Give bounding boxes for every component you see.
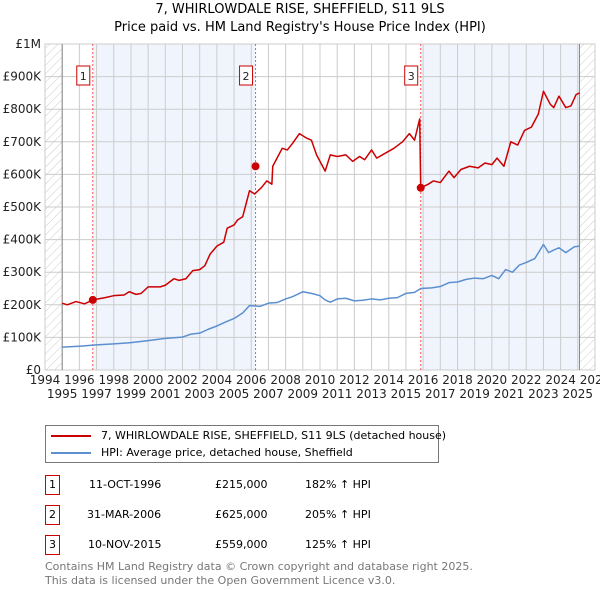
y-tick-label: £600K xyxy=(3,167,43,181)
x-tick-label: 1998 xyxy=(98,373,129,387)
x-tick-label: 2013 xyxy=(356,387,387,401)
x-tick-label: 2024 xyxy=(545,373,576,387)
hpi-change: 205% ↑ HPI xyxy=(305,508,371,521)
x-tick-label: 2011 xyxy=(322,387,353,401)
marker-badge: 2 xyxy=(45,505,60,525)
x-tick-label: 1997 xyxy=(81,387,112,401)
legend: 7, WHIRLOWDALE RISE, SHEFFIELD, S11 9LS … xyxy=(45,425,446,463)
transaction-row: 3 10-NOV-2015 £559,000 125% ↑ HPI xyxy=(45,535,445,555)
transaction-row: 1 11-OCT-1996 £215,000 182% ↑ HPI xyxy=(45,475,445,495)
x-tick-label: 2019 xyxy=(459,387,490,401)
x-tick-label: 2012 xyxy=(339,373,370,387)
x-tick-label: 2006 xyxy=(236,373,267,387)
transaction-row: 2 31-MAR-2006 £625,000 205% ↑ HPI xyxy=(45,505,445,525)
x-tick-label: 2007 xyxy=(253,387,284,401)
x-tick-label: 2000 xyxy=(133,373,164,387)
sale-date: 11-OCT-1996 xyxy=(89,478,162,491)
x-tick-label: 2002 xyxy=(167,373,198,387)
y-tick-label: £1M xyxy=(15,37,41,51)
legend-hpi: HPI: Average price, detached house, Shef… xyxy=(101,446,353,459)
x-tick-label: 2020 xyxy=(477,373,508,387)
x-tick-label: 2009 xyxy=(288,387,319,401)
x-tick-label: 2026 xyxy=(580,373,600,387)
x-tick-label: 2022 xyxy=(511,373,542,387)
x-tick-label: 2017 xyxy=(425,387,456,401)
sale-marker-box xyxy=(404,65,419,86)
sale-date: 31-MAR-2006 xyxy=(87,508,162,521)
footer-licence: This data is licensed under the Open Gov… xyxy=(45,574,396,587)
series-line xyxy=(61,90,580,306)
sale-point xyxy=(416,183,425,192)
x-tick-label: 2010 xyxy=(305,373,336,387)
price-chart: 1994199519961997199819992000200120022003… xyxy=(3,37,600,401)
y-tick-label: £100K xyxy=(3,330,43,344)
y-tick-label: £0 xyxy=(26,363,41,377)
chart-subtitle: Price paid vs. HM Land Registry's House … xyxy=(114,20,486,35)
x-tick-label: 2003 xyxy=(184,387,215,401)
hpi-change: 182% ↑ HPI xyxy=(305,478,371,491)
footer-copyright: Contains HM Land Registry data © Crown c… xyxy=(45,560,473,573)
sale-price: £559,000 xyxy=(215,538,268,551)
sale-price: £625,000 xyxy=(215,508,268,521)
x-tick-label: 1994 xyxy=(30,373,61,387)
y-tick-label: £800K xyxy=(3,102,43,116)
legend-red-line xyxy=(51,435,91,437)
sale-marker-number: 1 xyxy=(80,70,87,83)
x-tick-label: 1999 xyxy=(116,387,147,401)
x-tick-label: 2015 xyxy=(391,387,422,401)
sale-marker-box xyxy=(239,65,254,86)
x-tick-label: 1996 xyxy=(64,373,95,387)
x-tick-label: 2023 xyxy=(528,387,559,401)
sale-point xyxy=(88,295,97,304)
legend-property: 7, WHIRLOWDALE RISE, SHEFFIELD, S11 9LS … xyxy=(101,429,447,442)
y-tick-label: £900K xyxy=(3,70,43,84)
sale-marker-number: 2 xyxy=(243,70,250,83)
x-tick-label: 2004 xyxy=(202,373,233,387)
y-tick-label: £200K xyxy=(3,298,43,312)
hpi-change: 125% ↑ HPI xyxy=(305,538,371,551)
y-tick-label: £400K xyxy=(3,233,43,247)
x-tick-label: 2014 xyxy=(373,373,404,387)
x-tick-label: 2001 xyxy=(150,387,181,401)
x-tick-label: 2021 xyxy=(494,387,525,401)
marker-badge: 1 xyxy=(45,475,60,495)
x-tick-label: 2005 xyxy=(219,387,250,401)
x-tick-label: 1995 xyxy=(47,387,78,401)
plot-border xyxy=(44,43,596,371)
legend-blue-line xyxy=(51,452,91,454)
y-tick-label: £500K xyxy=(3,200,43,214)
sale-date: 10-NOV-2015 xyxy=(88,538,162,551)
sale-price: £215,000 xyxy=(215,478,268,491)
sale-marker-box xyxy=(76,65,91,86)
y-tick-label: £300K xyxy=(3,265,43,279)
series-line xyxy=(62,243,580,348)
x-tick-label: 2016 xyxy=(408,373,439,387)
sale-marker-number: 3 xyxy=(408,70,415,83)
x-tick-label: 2008 xyxy=(270,373,301,387)
chart-title: 7, WHIRLOWDALE RISE, SHEFFIELD, S11 9LS xyxy=(155,2,445,17)
x-tick-label: 2025 xyxy=(563,387,594,401)
marker-badge: 3 xyxy=(45,535,60,555)
y-tick-label: £700K xyxy=(3,135,43,149)
x-tick-label: 2018 xyxy=(442,373,473,387)
sale-point xyxy=(251,162,260,171)
